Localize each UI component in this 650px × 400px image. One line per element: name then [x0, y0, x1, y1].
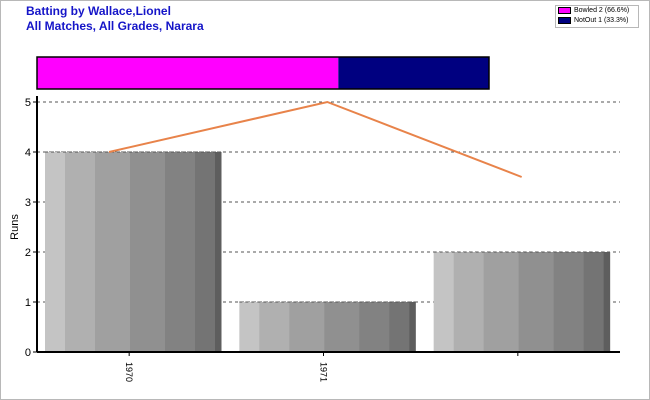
y-tick-label: 0	[25, 347, 31, 359]
legend-label-notout: NotOut 1 (33.3%)	[574, 17, 629, 24]
y-tick-label: 5	[25, 97, 31, 109]
bar-1-stripe	[409, 302, 416, 352]
dismissal-bar-border	[36, 56, 490, 90]
legend-swatch-notout	[558, 17, 571, 24]
y-tick-label: 4	[25, 147, 31, 159]
x-tick-label: 1971	[319, 362, 329, 382]
bar-1-stripe	[389, 302, 410, 352]
bar-0-stripe	[45, 152, 66, 352]
trend-line	[108, 100, 523, 178]
chart-subtitle: All Matches, All Grades, Narara	[26, 19, 204, 33]
dismissal-segment-notout	[338, 57, 489, 89]
bar-0-stripe	[65, 152, 96, 352]
bar-2-stripe	[483, 252, 520, 352]
legend: Bowled 2 (66.6%) NotOut 1 (33.3%)	[555, 5, 639, 28]
bar-1-stripe	[289, 302, 325, 352]
bar-2-stripe	[583, 252, 605, 352]
y-tick-label: 2	[25, 247, 31, 259]
bar-0-stripe	[130, 152, 166, 352]
bar-2-stripe	[603, 252, 611, 352]
bar-2-stripe	[453, 252, 485, 352]
bar-1-stripe	[259, 302, 290, 352]
chart-title: Batting by Wallace,Lionel All Matches, A…	[26, 4, 204, 34]
x-tick-label: 1970	[124, 362, 134, 382]
bar-2-stripe	[553, 252, 585, 352]
bar-0-stripe	[165, 152, 196, 352]
bar-0-stripe	[95, 152, 131, 352]
bar-1-stripe	[239, 302, 260, 352]
dismissal-segment-bowled	[37, 57, 339, 89]
bar-1-stripe	[324, 302, 360, 352]
y-tick-label: 1	[25, 297, 31, 309]
legend-label-bowled: Bowled 2 (66.6%)	[574, 7, 630, 14]
bar-0-stripe	[195, 152, 216, 352]
y-tick-label: 3	[25, 197, 31, 209]
bar-0-stripe	[215, 152, 222, 352]
chart-title-line-1: Batting by Wallace,Lionel	[26, 4, 171, 18]
bar-1-stripe	[359, 302, 390, 352]
legend-swatch-bowled	[558, 7, 571, 14]
bar-2-stripe	[433, 252, 455, 352]
bar-2-stripe	[518, 252, 555, 352]
